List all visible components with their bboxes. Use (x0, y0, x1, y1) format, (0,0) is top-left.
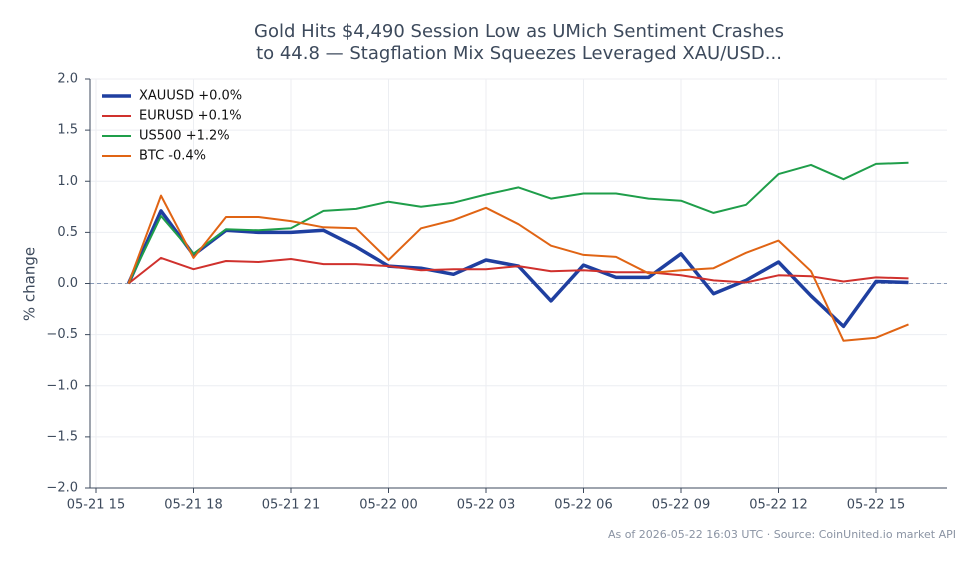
legend-label: BTC -0.4% (139, 149, 206, 164)
chart-title: Gold Hits $4,490 Session Low as UMich Se… (254, 21, 784, 64)
x-tick-label: 05-22 15 (847, 498, 905, 513)
y-tick-label: −2.0 (46, 481, 78, 496)
legend-label: US500 +1.2% (139, 129, 230, 144)
y-tick-label: 2.0 (57, 72, 78, 87)
x-tick-label: 05-22 06 (554, 498, 612, 513)
y-tick-label: −1.0 (46, 378, 78, 393)
x-tick-label: 05-22 00 (359, 498, 417, 513)
x-tick-label: 05-22 09 (652, 498, 710, 513)
x-tick-label: 05-21 21 (262, 498, 320, 513)
legend-label: EURUSD +0.1% (139, 109, 242, 124)
x-tick-label: 05-22 03 (457, 498, 515, 513)
legend-label: XAUUSD +0.0% (139, 89, 242, 104)
y-tick-label: 1.0 (57, 174, 78, 189)
series-line (127, 256, 909, 285)
x-tick-label: 05-21 15 (67, 498, 125, 513)
series-line (126, 209, 909, 329)
y-tick-label: −0.5 (46, 327, 78, 342)
series-line (127, 194, 909, 342)
footer: As of 2026-05-22 16:03 UTC · Source: Coi… (608, 528, 956, 541)
y-tick-label: −1.5 (46, 429, 78, 444)
y-tick-label: 0.0 (57, 276, 78, 291)
x-tick-label: 05-22 12 (749, 498, 807, 513)
y-tick-label: 0.5 (57, 225, 78, 240)
y-tick-label: 1.5 (57, 123, 78, 138)
x-tick-label: 05-21 18 (164, 498, 222, 513)
y-axis-label: % change (21, 247, 39, 321)
series-line (127, 161, 909, 284)
